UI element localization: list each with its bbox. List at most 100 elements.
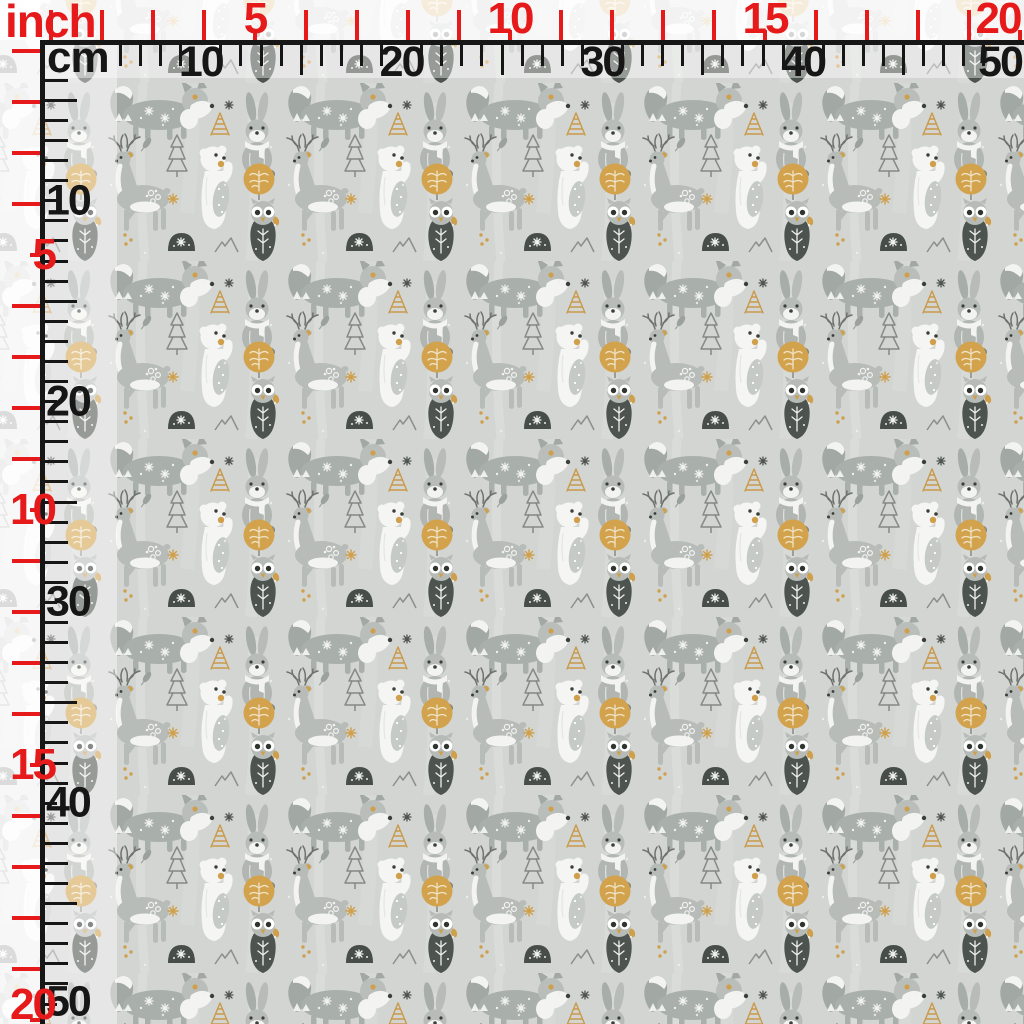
cm-tick [45,159,68,163]
cm-tick [45,781,68,785]
inch-tick [304,10,308,40]
cm-tick [721,45,725,66]
cm-tick [841,45,845,66]
inch-tick [12,712,40,716]
cm-label: 20 [379,38,426,86]
cm-ruler-line-horizontal [40,40,1024,45]
inch-tick [12,202,40,206]
cm-tick [299,45,303,75]
cm-tick [179,45,183,66]
cm-tick [440,45,444,66]
inch-tick [151,10,155,40]
cm-tick [45,98,77,102]
cm-tick [500,45,504,75]
inch-tick [814,10,818,40]
inch-label: 10 [10,485,57,534]
cm-tick [259,45,263,66]
inch-tick [457,10,461,40]
cm-tick [982,45,986,66]
cm-tick [741,45,745,66]
cm-tick [339,45,343,66]
cm-label: 40 [46,778,92,827]
cm-tick [45,560,68,564]
inch-label: 20 [975,0,1023,43]
cm-tick [45,359,68,363]
cm-tick [45,861,68,865]
inch-tick [12,559,40,563]
cm-label: 50 [46,977,92,1024]
cm-tick [45,1002,57,1006]
inch-tick [202,10,206,40]
cm-tick [460,45,464,66]
cm-tick [45,78,68,82]
inch-tick [406,10,410,40]
cm-tick [560,45,564,66]
cm-tick [139,45,143,66]
cm-tick [45,400,57,404]
cm-tick [45,620,68,624]
inch-tick [865,10,869,40]
cm-tick [45,179,68,183]
cm-tick [45,821,68,825]
inch-label: 5 [32,230,58,279]
cm-tick [45,118,68,122]
inch-tick [559,10,563,40]
cm-tick [45,139,68,143]
cm-tick [45,500,77,504]
cm-tick [45,721,68,725]
inch-label: 15 [10,740,57,789]
cm-tick [580,45,584,66]
cm-label: 40 [781,38,827,86]
cm-unit-label: cm [47,33,110,82]
cm-tick [45,841,68,845]
cm-tick [45,460,68,464]
cm-tick [219,45,223,66]
cm-label: 20 [46,377,92,426]
cm-label: 30 [46,577,92,626]
inch-tick [355,10,359,40]
cm-tick [861,45,865,66]
inch-label: 15 [742,0,790,43]
cm-tick [520,45,524,66]
cm-tick [45,299,77,303]
cm-tick [45,440,68,444]
cm-label: 10 [46,176,92,225]
inch-tick [12,967,40,971]
cm-tick [962,45,966,66]
cm-label: 10 [178,38,225,86]
cm-tick [45,420,68,424]
cm-tick [45,239,68,243]
cm-tick [922,45,926,66]
cm-tick [902,45,906,75]
cm-tick [45,681,68,685]
cm-tick [641,45,645,66]
inch-tick [12,406,40,410]
cm-tick [45,962,68,966]
cm-tick [45,199,57,203]
cm-tick [540,45,544,66]
cm-tick [45,380,68,384]
inch-tick [967,10,971,40]
cm-tick [118,45,122,66]
cm-tick [661,45,665,66]
cm-tick [45,259,68,263]
inch-tick [916,10,920,40]
inch-tick [12,865,40,869]
cm-tick [701,45,705,75]
cm-tick [45,661,68,665]
inch-tick [712,10,716,40]
cm-tick [45,641,68,645]
cm-tick [45,339,68,343]
cm-tick [420,45,424,66]
inch-tick [12,457,40,461]
cm-tick [45,279,68,283]
inch-label: 10 [487,0,535,43]
inch-tick [12,661,40,665]
inch-tick [12,49,40,53]
cm-ruler-line-vertical [40,40,45,1024]
cm-tick [480,45,484,66]
cm-tick [45,741,68,745]
cm-tick [45,801,57,805]
cm-tick [781,45,785,66]
